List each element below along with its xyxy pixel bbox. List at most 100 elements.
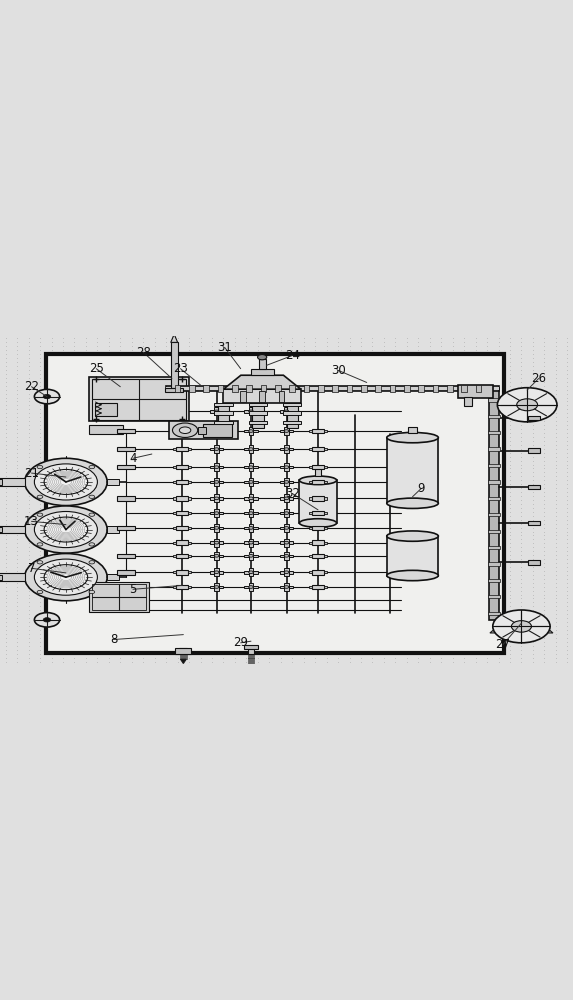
Bar	[286, 405, 298, 428]
Bar	[284, 494, 289, 502]
Bar	[324, 571, 327, 573]
Bar	[284, 583, 289, 591]
Bar	[176, 447, 188, 451]
Bar	[214, 411, 233, 415]
Bar	[92, 379, 186, 420]
Bar	[117, 570, 135, 575]
Circle shape	[214, 527, 219, 529]
Circle shape	[214, 497, 219, 500]
Bar	[312, 496, 324, 501]
Bar	[324, 430, 327, 432]
Bar	[280, 541, 293, 544]
Bar	[180, 652, 187, 653]
Circle shape	[284, 497, 289, 500]
Bar	[210, 481, 223, 483]
Circle shape	[249, 497, 253, 500]
Bar	[166, 387, 499, 390]
Bar	[324, 555, 327, 557]
Bar	[324, 466, 327, 468]
Bar	[249, 463, 253, 471]
Bar	[249, 411, 267, 415]
Circle shape	[284, 541, 289, 544]
Bar	[244, 645, 258, 649]
Bar	[312, 447, 324, 451]
Bar	[188, 512, 191, 514]
Bar	[280, 527, 293, 529]
Bar	[387, 438, 438, 503]
Bar	[244, 571, 258, 574]
Circle shape	[34, 613, 60, 627]
Bar	[198, 427, 206, 434]
Polygon shape	[223, 375, 301, 389]
Polygon shape	[180, 659, 186, 664]
Circle shape	[25, 554, 107, 601]
Bar	[165, 388, 183, 392]
Bar	[173, 586, 176, 588]
Bar	[188, 430, 191, 432]
Bar	[176, 585, 188, 589]
Bar	[488, 513, 500, 516]
Circle shape	[34, 389, 60, 404]
Bar	[309, 527, 312, 529]
Bar	[169, 421, 238, 439]
Bar	[309, 555, 312, 557]
Bar	[283, 411, 301, 415]
Bar	[312, 511, 324, 515]
Bar	[210, 430, 223, 432]
Bar	[284, 445, 289, 453]
Bar	[188, 555, 191, 557]
Ellipse shape	[387, 531, 438, 541]
Bar	[175, 385, 180, 392]
Bar	[117, 496, 135, 501]
Bar	[249, 478, 253, 486]
Circle shape	[170, 330, 178, 335]
Bar	[210, 497, 223, 500]
Bar	[176, 465, 188, 469]
Bar	[248, 648, 254, 654]
Bar	[218, 385, 223, 392]
Bar	[214, 583, 219, 591]
Bar	[188, 527, 191, 529]
Bar	[244, 410, 258, 413]
Bar	[244, 481, 258, 483]
Bar	[404, 385, 410, 392]
Circle shape	[89, 465, 95, 469]
Bar	[173, 527, 176, 529]
Bar	[488, 398, 500, 402]
Polygon shape	[171, 334, 178, 342]
Bar	[280, 430, 293, 432]
Bar	[433, 385, 438, 392]
Text: 32: 32	[285, 487, 300, 500]
Circle shape	[44, 517, 88, 542]
Bar	[210, 466, 223, 468]
Bar	[309, 571, 312, 573]
Circle shape	[249, 586, 253, 588]
Bar	[210, 527, 223, 529]
Bar	[283, 403, 301, 406]
Bar	[214, 539, 219, 547]
Bar	[180, 654, 187, 655]
Bar	[188, 542, 191, 544]
Bar	[488, 579, 500, 582]
Bar	[289, 385, 295, 392]
Bar	[249, 539, 253, 547]
Bar	[284, 552, 289, 560]
Bar	[249, 403, 267, 406]
Bar	[188, 466, 191, 468]
Bar	[232, 385, 238, 392]
Circle shape	[249, 527, 253, 529]
Bar	[309, 512, 312, 514]
Bar	[189, 385, 195, 392]
Bar	[309, 497, 312, 500]
Bar	[173, 542, 176, 544]
Bar	[210, 571, 223, 574]
Text: 8: 8	[110, 633, 117, 646]
Bar	[324, 512, 327, 514]
Circle shape	[284, 571, 289, 574]
Bar	[488, 595, 500, 598]
Bar	[347, 385, 352, 392]
Bar	[214, 421, 233, 424]
Bar	[528, 416, 540, 420]
Bar	[117, 465, 135, 469]
Bar	[280, 586, 293, 588]
